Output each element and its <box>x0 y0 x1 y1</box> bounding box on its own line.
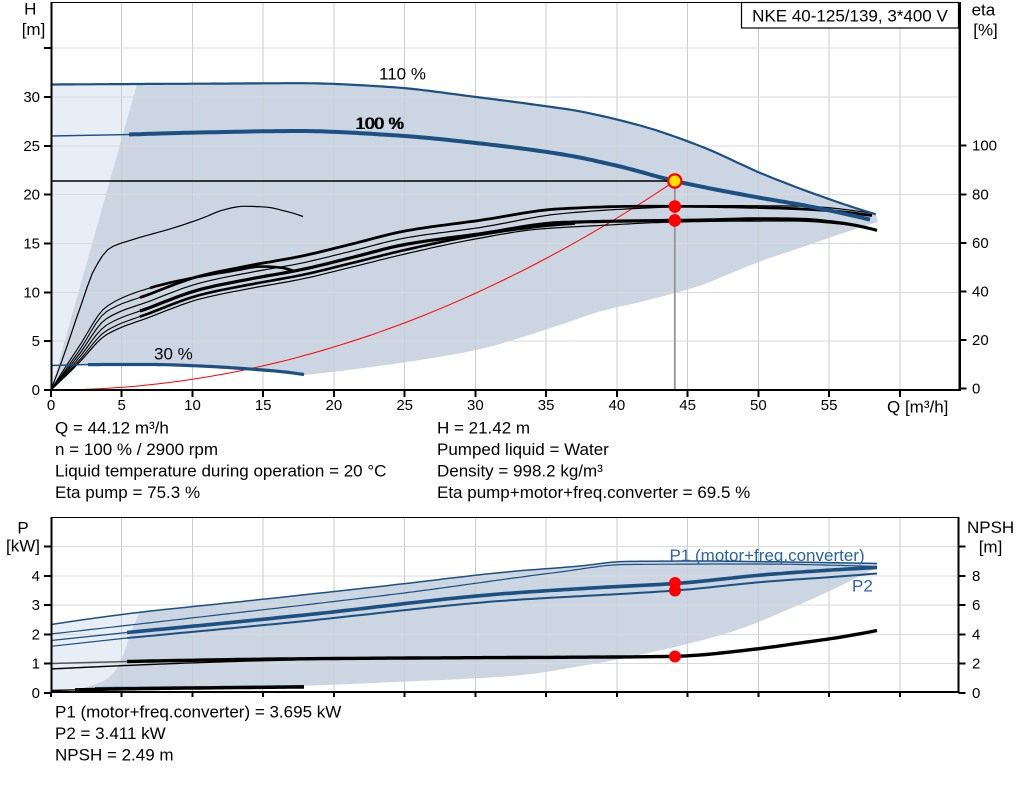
svg-text:Liquid temperature during oper: Liquid temperature during operation = 20… <box>55 462 386 481</box>
svg-text:100: 100 <box>972 138 997 155</box>
svg-text:25: 25 <box>23 138 40 155</box>
svg-text:H = 21.42 m: H = 21.42 m <box>437 419 530 438</box>
svg-text:H: H <box>24 0 36 19</box>
svg-text:110 %: 110 % <box>379 65 426 84</box>
svg-text:40: 40 <box>609 397 626 414</box>
svg-text:0: 0 <box>32 382 40 399</box>
svg-text:50: 50 <box>750 397 767 414</box>
svg-text:[m]: [m] <box>22 20 46 39</box>
svg-text:0: 0 <box>47 397 55 414</box>
svg-text:[m]: [m] <box>979 538 1003 557</box>
svg-text:80: 80 <box>972 186 989 203</box>
svg-text:30: 30 <box>467 397 484 414</box>
svg-text:3: 3 <box>32 597 40 614</box>
svg-text:100 %: 100 % <box>355 114 403 133</box>
svg-text:55: 55 <box>821 397 838 414</box>
svg-text:20: 20 <box>326 397 343 414</box>
svg-text:P1 (motor+freq.converter) = 3.: P1 (motor+freq.converter) = 3.695 kW <box>55 703 341 722</box>
svg-text:2: 2 <box>32 626 40 643</box>
svg-text:4: 4 <box>32 568 40 585</box>
svg-text:35: 35 <box>538 397 555 414</box>
svg-text:15: 15 <box>23 236 40 253</box>
svg-text:Q = 44.12 m³/h: Q = 44.12 m³/h <box>55 419 169 438</box>
svg-text:P: P <box>17 519 28 538</box>
svg-text:Pumped liquid = Water: Pumped liquid = Water <box>437 440 609 459</box>
svg-text:8: 8 <box>972 568 980 585</box>
svg-text:Q [m³/h]: Q [m³/h] <box>887 398 948 417</box>
svg-text:P1 (motor+freq.converter): P1 (motor+freq.converter) <box>670 546 865 565</box>
svg-text:45: 45 <box>679 397 696 414</box>
svg-text:30 %: 30 % <box>154 345 193 364</box>
svg-text:NKE 40-125/139, 3*400 V: NKE 40-125/139, 3*400 V <box>752 7 948 26</box>
svg-text:100 %: 100 % <box>356 114 404 133</box>
svg-text:NPSH = 2.49 m: NPSH = 2.49 m <box>55 746 174 765</box>
svg-text:0: 0 <box>32 685 40 702</box>
svg-text:20: 20 <box>23 187 40 204</box>
svg-text:60: 60 <box>972 235 989 252</box>
svg-text:eta: eta <box>972 1 996 20</box>
svg-text:20: 20 <box>972 332 989 349</box>
svg-text:NPSH: NPSH <box>967 518 1014 537</box>
svg-text:1: 1 <box>32 656 40 673</box>
svg-text:10: 10 <box>23 284 40 301</box>
svg-text:2: 2 <box>972 656 980 673</box>
svg-text:25: 25 <box>396 397 413 414</box>
svg-text:P2 = 3.411 kW: P2 = 3.411 kW <box>55 724 166 743</box>
svg-text:10: 10 <box>184 397 201 414</box>
svg-text:5: 5 <box>32 333 40 350</box>
svg-text:0: 0 <box>972 381 980 398</box>
svg-text:P2: P2 <box>852 577 873 596</box>
svg-text:5: 5 <box>118 397 126 414</box>
svg-text:30: 30 <box>23 89 40 106</box>
svg-text:[%]: [%] <box>973 21 998 40</box>
svg-text:15: 15 <box>255 397 272 414</box>
svg-text:4: 4 <box>972 626 980 643</box>
svg-text:Density = 998.2 kg/m³: Density = 998.2 kg/m³ <box>437 462 603 481</box>
svg-text:40: 40 <box>972 283 989 300</box>
svg-text:Eta pump = 75.3 %: Eta pump = 75.3 % <box>55 483 200 502</box>
svg-text:[kW]: [kW] <box>6 537 40 556</box>
svg-text:Eta pump+motor+freq.converter: Eta pump+motor+freq.converter = 69.5 % <box>437 483 750 502</box>
svg-text:6: 6 <box>972 597 980 614</box>
svg-text:0: 0 <box>972 685 980 702</box>
svg-text:n = 100 % / 2900 rpm: n = 100 % / 2900 rpm <box>55 440 218 459</box>
